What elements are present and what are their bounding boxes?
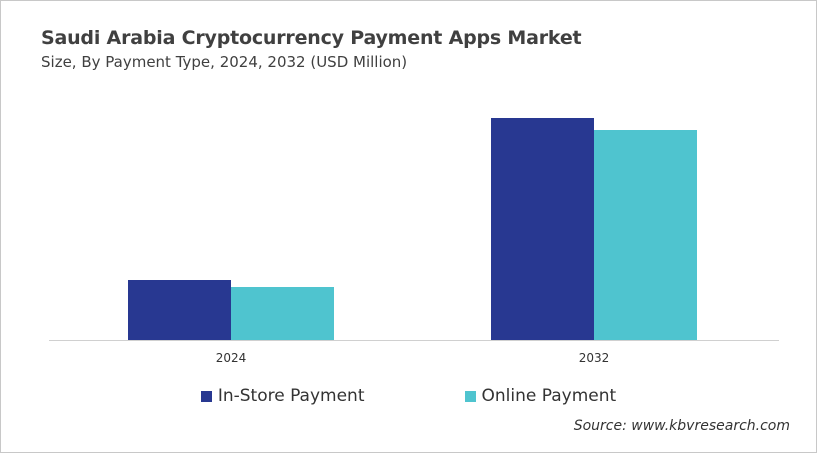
legend: In-Store Payment Online Payment [1, 386, 816, 406]
legend-label: Online Payment [481, 386, 617, 406]
source-note: Source: www.kbvresearch.com [573, 418, 790, 434]
legend-swatch [464, 390, 476, 402]
bar-2024-online-payment [231, 287, 334, 340]
bar-2032-in-store-payment [491, 118, 594, 340]
x-tick-label: 2032 [579, 351, 610, 365]
chart-title: Saudi Arabia Cryptocurrency Payment Apps… [41, 27, 582, 49]
legend-item-in-store: In-Store Payment [200, 386, 365, 406]
legend-label: In-Store Payment [217, 386, 365, 406]
legend-item-online: Online Payment [464, 386, 617, 406]
bar-2024-in-store-payment [128, 280, 231, 340]
legend-swatch [200, 390, 212, 402]
bar-2032-online-payment [594, 130, 697, 340]
chart-subtitle: Size, By Payment Type, 2024, 2032 (USD M… [41, 53, 408, 71]
x-tick-label: 2024 [216, 351, 247, 365]
